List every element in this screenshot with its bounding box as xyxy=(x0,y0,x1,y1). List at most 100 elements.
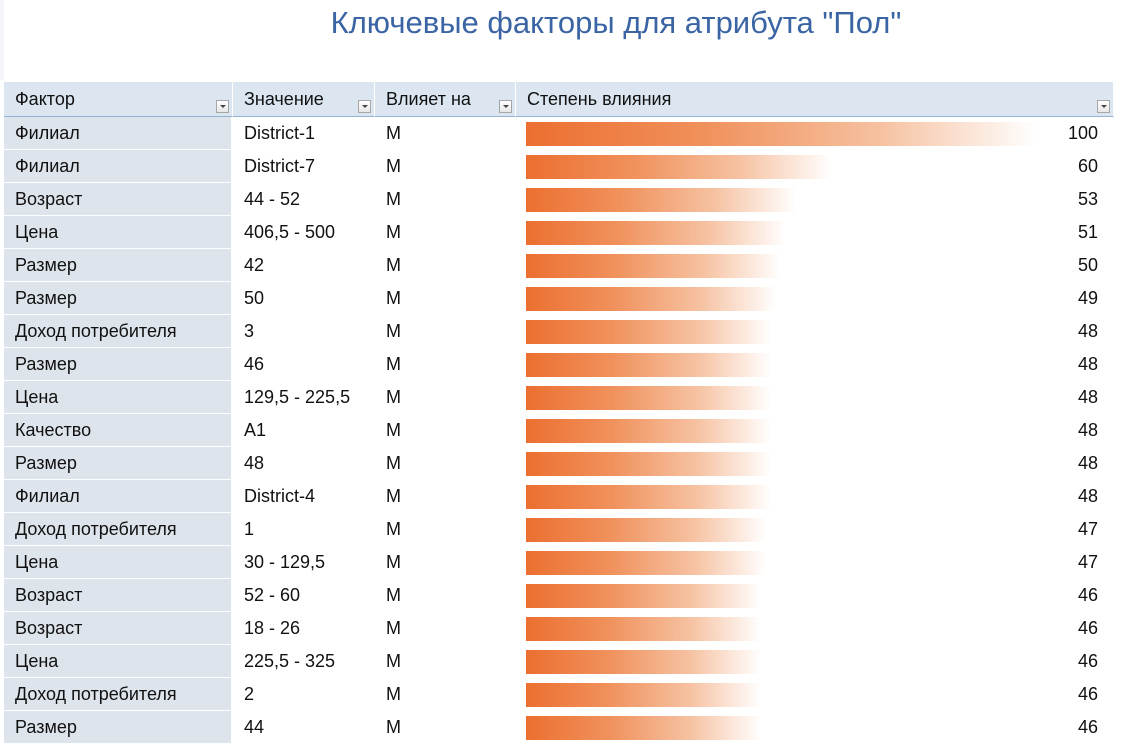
cell-factor[interactable]: Филиал xyxy=(4,480,233,513)
cell-factor[interactable]: Доход потребителя xyxy=(4,513,233,546)
cell-factor[interactable]: Цена xyxy=(4,645,233,678)
cell-affects[interactable]: M xyxy=(375,315,516,348)
cell-importance[interactable]: 48 xyxy=(516,447,1114,480)
cell-affects[interactable]: M xyxy=(375,678,516,711)
cell-factor[interactable]: Возраст xyxy=(4,612,233,645)
table-row[interactable]: Цена 225,5 - 325 M 46 xyxy=(4,645,1114,678)
cell-value[interactable]: 48 xyxy=(233,447,375,480)
table-row[interactable]: Филиал District-1 M 100 xyxy=(4,117,1114,150)
cell-affects[interactable]: M xyxy=(375,249,516,282)
cell-value[interactable]: 3 xyxy=(233,315,375,348)
cell-factor[interactable]: Возраст xyxy=(4,579,233,612)
cell-factor[interactable]: Возраст xyxy=(4,183,233,216)
table-row[interactable]: Размер 48 M 48 xyxy=(4,447,1114,480)
cell-importance[interactable]: 47 xyxy=(516,513,1114,546)
table-row[interactable]: Доход потребителя 1 M 47 xyxy=(4,513,1114,546)
cell-affects[interactable]: M xyxy=(375,447,516,480)
table-row[interactable]: Цена 406,5 - 500 M 51 xyxy=(4,216,1114,249)
cell-value[interactable]: 42 xyxy=(233,249,375,282)
cell-value[interactable]: 1 xyxy=(233,513,375,546)
table-row[interactable]: Размер 42 M 50 xyxy=(4,249,1114,282)
table-row[interactable]: Размер 44 M 46 xyxy=(4,711,1114,744)
cell-factor[interactable]: Филиал xyxy=(4,117,233,150)
cell-affects[interactable]: M xyxy=(375,348,516,381)
cell-affects[interactable]: M xyxy=(375,480,516,513)
cell-importance[interactable]: 100 xyxy=(516,117,1114,150)
cell-factor[interactable]: Филиал xyxy=(4,150,233,183)
cell-value[interactable]: 225,5 - 325 xyxy=(233,645,375,678)
cell-value[interactable]: 2 xyxy=(233,678,375,711)
table-row[interactable]: Размер 50 M 49 xyxy=(4,282,1114,315)
cell-affects[interactable]: M xyxy=(375,711,516,744)
cell-importance[interactable]: 46 xyxy=(516,678,1114,711)
cell-factor[interactable]: Размер xyxy=(4,282,233,315)
cell-value[interactable]: 30 - 129,5 xyxy=(233,546,375,579)
table-row[interactable]: Цена 129,5 - 225,5 M 48 xyxy=(4,381,1114,414)
cell-factor[interactable]: Качество xyxy=(4,414,233,447)
cell-importance[interactable]: 60 xyxy=(516,150,1114,183)
table-row[interactable]: Возраст 18 - 26 M 46 xyxy=(4,612,1114,645)
cell-factor[interactable]: Доход потребителя xyxy=(4,678,233,711)
cell-factor[interactable]: Цена xyxy=(4,216,233,249)
cell-importance[interactable]: 53 xyxy=(516,183,1114,216)
cell-importance[interactable]: 46 xyxy=(516,579,1114,612)
cell-affects[interactable]: M xyxy=(375,117,516,150)
filter-dropdown-icon[interactable] xyxy=(358,100,371,113)
table-row[interactable]: Доход потребителя 3 M 48 xyxy=(4,315,1114,348)
cell-factor[interactable]: Цена xyxy=(4,546,233,579)
cell-affects[interactable]: M xyxy=(375,579,516,612)
cell-importance[interactable]: 48 xyxy=(516,414,1114,447)
cell-affects[interactable]: M xyxy=(375,546,516,579)
cell-affects[interactable]: M xyxy=(375,645,516,678)
table-row[interactable]: Возраст 52 - 60 M 46 xyxy=(4,579,1114,612)
filter-dropdown-icon[interactable] xyxy=(1097,100,1110,113)
cell-value[interactable]: A1 xyxy=(233,414,375,447)
cell-importance[interactable]: 46 xyxy=(516,612,1114,645)
cell-affects[interactable]: M xyxy=(375,150,516,183)
cell-importance[interactable]: 46 xyxy=(516,645,1114,678)
table-row[interactable]: Возраст 44 - 52 M 53 xyxy=(4,183,1114,216)
cell-affects[interactable]: M xyxy=(375,282,516,315)
table-row[interactable]: Филиал District-4 M 48 xyxy=(4,480,1114,513)
cell-importance[interactable]: 48 xyxy=(516,381,1114,414)
cell-factor[interactable]: Размер xyxy=(4,711,233,744)
cell-value[interactable]: 44 xyxy=(233,711,375,744)
cell-value[interactable]: District-1 xyxy=(233,117,375,150)
cell-value[interactable]: 129,5 - 225,5 xyxy=(233,381,375,414)
cell-value[interactable]: 46 xyxy=(233,348,375,381)
cell-importance[interactable]: 47 xyxy=(516,546,1114,579)
cell-affects[interactable]: M xyxy=(375,216,516,249)
cell-value[interactable]: 18 - 26 xyxy=(233,612,375,645)
cell-value[interactable]: District-4 xyxy=(233,480,375,513)
cell-value[interactable]: 406,5 - 500 xyxy=(233,216,375,249)
filter-dropdown-icon[interactable] xyxy=(499,100,512,113)
cell-importance[interactable]: 51 xyxy=(516,216,1114,249)
table-row[interactable]: Доход потребителя 2 M 46 xyxy=(4,678,1114,711)
table-row[interactable]: Филиал District-7 M 60 xyxy=(4,150,1114,183)
cell-factor[interactable]: Доход потребителя xyxy=(4,315,233,348)
cell-factor[interactable]: Размер xyxy=(4,348,233,381)
cell-value[interactable]: 44 - 52 xyxy=(233,183,375,216)
cell-importance[interactable]: 50 xyxy=(516,249,1114,282)
table-row[interactable]: Размер 46 M 48 xyxy=(4,348,1114,381)
filter-dropdown-icon[interactable] xyxy=(216,100,229,113)
cell-factor[interactable]: Цена xyxy=(4,381,233,414)
cell-factor[interactable]: Размер xyxy=(4,447,233,480)
cell-value[interactable]: 52 - 60 xyxy=(233,579,375,612)
cell-affects[interactable]: M xyxy=(375,513,516,546)
cell-importance[interactable]: 48 xyxy=(516,315,1114,348)
cell-affects[interactable]: M xyxy=(375,612,516,645)
cell-importance[interactable]: 48 xyxy=(516,480,1114,513)
cell-affects[interactable]: M xyxy=(375,381,516,414)
cell-affects[interactable]: M xyxy=(375,414,516,447)
cell-importance[interactable]: 48 xyxy=(516,348,1114,381)
table-row[interactable]: Качество A1 M 48 xyxy=(4,414,1114,447)
cell-factor[interactable]: Размер xyxy=(4,249,233,282)
importance-bar xyxy=(526,188,796,212)
table-row[interactable]: Цена 30 - 129,5 M 47 xyxy=(4,546,1114,579)
cell-importance[interactable]: 49 xyxy=(516,282,1114,315)
cell-affects[interactable]: M xyxy=(375,183,516,216)
cell-importance[interactable]: 46 xyxy=(516,711,1114,744)
cell-value[interactable]: 50 xyxy=(233,282,375,315)
cell-value[interactable]: District-7 xyxy=(233,150,375,183)
